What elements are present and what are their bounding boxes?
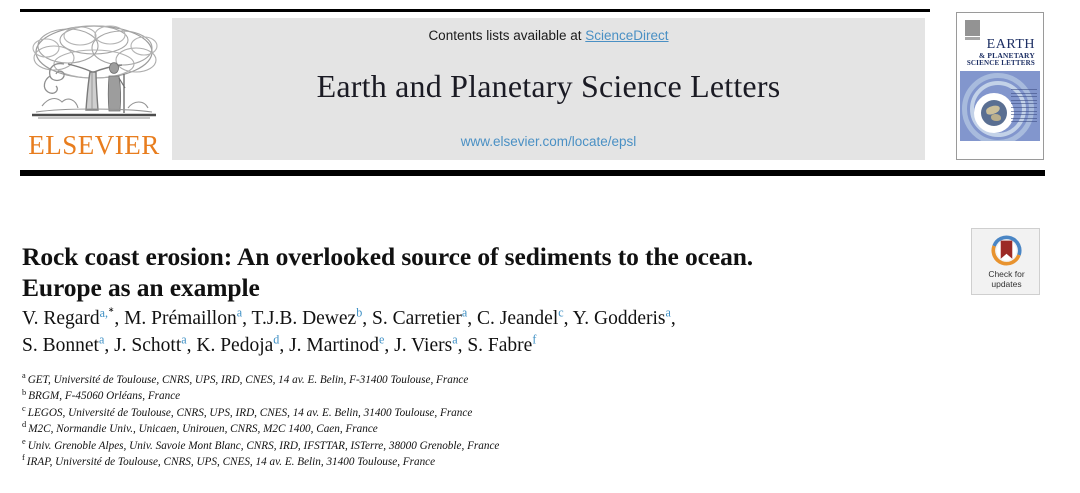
corresponding-author-mark[interactable]: ∗ <box>108 304 115 314</box>
author-separator: , <box>384 335 395 356</box>
affiliation-mark: d <box>22 420 27 430</box>
author-name[interactable]: S. Bonnet <box>22 335 99 356</box>
author-affiliation-mark[interactable]: a <box>452 332 458 347</box>
author-affiliation-mark[interactable]: a <box>98 332 105 347</box>
author-separator: , <box>186 335 197 356</box>
author-separator: , <box>242 308 252 329</box>
author-line-1: V. Regarda,∗, M. Prémaillona, T.J.B. Dew… <box>22 305 962 332</box>
affiliation-mark: e <box>22 436 26 446</box>
contents-available-line: Contents lists available at ScienceDirec… <box>172 28 925 43</box>
masthead-top-rule <box>20 9 930 12</box>
cover-title-line3: SCIENCE LETTERS <box>966 58 1035 67</box>
author-name[interactable]: K. Pedoja <box>196 335 274 356</box>
crossmark-icon <box>991 235 1022 266</box>
author-name[interactable]: C. Jeandel <box>477 308 559 329</box>
author-name[interactable]: J. Schott <box>114 335 182 356</box>
cover-inner: EARTH & PLANETARY SCIENCE LETTERS <box>960 16 1040 156</box>
affiliation-text: GET, Université de Toulouse, CNRS, UPS, … <box>27 374 469 386</box>
cover-title-line2: & PLANETARY <box>978 51 1035 60</box>
author-affiliation-mark[interactable]: f <box>532 332 537 347</box>
author-list: V. Regarda,∗, M. Prémaillona, T.J.B. Dew… <box>22 305 962 359</box>
affiliation-mark: b <box>22 387 27 397</box>
crossmark-badge[interactable]: Check for updates <box>971 228 1040 295</box>
author-name[interactable]: S. Carretier <box>372 308 462 329</box>
author-affiliation-mark[interactable]: a <box>665 305 671 320</box>
affiliation-line: d M2C, Normandie Univ., Unicaen, Unirouen… <box>22 421 1002 437</box>
author-separator: , <box>279 335 290 356</box>
journal-masthead: ELSEVIER Contents lists available at Sci… <box>0 0 1080 182</box>
author-separator: , <box>563 308 573 329</box>
affiliation-text: LEGOS, Université de Toulouse, CNRS, UPS… <box>27 406 473 419</box>
author-separator: , <box>104 335 115 356</box>
article-title-line2: Europe as an example <box>22 273 260 303</box>
masthead-bottom-rule <box>20 170 1045 176</box>
affiliation-line: f IRAP, Université de Toulouse, CNRS, UPS… <box>22 454 1002 470</box>
article-title-line1: Rock coast erosion: An overlooked source… <box>22 242 754 272</box>
author-name[interactable]: T.J.B. Dewez <box>251 308 357 329</box>
crossmark-label-line1: Check for <box>988 269 1025 279</box>
affiliation-mark: f <box>22 453 25 463</box>
author-affiliation-mark[interactable]: a <box>181 332 187 347</box>
cover-ring-inner <box>970 81 1026 137</box>
affiliation-text: Univ. Grenoble Alpes, Univ. Savoie Mont … <box>27 439 500 452</box>
author-name[interactable]: M. Prémaillon <box>124 308 237 329</box>
page-title: Rock coast erosion: An overlooked source… <box>22 241 932 303</box>
author-separator: , <box>670 308 676 329</box>
author-separator: , <box>457 335 468 356</box>
elsevier-wordmark: ELSEVIER <box>28 130 160 160</box>
sciencedirect-link[interactable]: ScienceDirect <box>585 28 669 43</box>
cover-contents-lines <box>1011 89 1037 125</box>
author-affiliation-mark[interactable]: a <box>461 305 468 320</box>
elsevier-tree-icon <box>32 25 158 119</box>
journal-url-link[interactable]: www.elsevier.com/locate/epsl <box>460 134 637 149</box>
author-separator: , <box>362 308 373 329</box>
affiliation-line: a GET, Université de Toulouse, CNRS, UPS,… <box>22 372 1002 388</box>
elsevier-logo[interactable]: ELSEVIER <box>22 18 166 160</box>
cover-artwork <box>960 71 1040 141</box>
affiliation-mark: c <box>22 404 26 414</box>
journal-cover-thumbnail[interactable]: EARTH & PLANETARY SCIENCE LETTERS <box>956 12 1044 160</box>
author-name[interactable]: J. Viers <box>394 335 453 356</box>
affiliation-line: e Univ. Grenoble Alpes, Univ. Savoie Mont… <box>22 436 1002 454</box>
author-line-2: S. Bonneta, J. Schotta, K. Pedojad, J. M… <box>22 332 962 359</box>
author-affiliation-mark[interactable]: e <box>379 332 385 347</box>
cover-globe-icon <box>981 100 1007 126</box>
author-affiliation-mark[interactable]: a <box>236 305 243 320</box>
author-separator: , <box>467 308 478 329</box>
author-name[interactable]: V. Regard <box>22 308 100 329</box>
affiliation-text: M2C, Normandie Univ., Unicaen, Unirouen,… <box>28 423 378 436</box>
cover-title-line1: EARTH <box>986 37 1035 52</box>
affiliation-line: b BRGM, F-45060 Orléans, France <box>22 388 1002 404</box>
author-separator: , <box>114 308 125 329</box>
affiliation-list: a GET, Université de Toulouse, CNRS, UPS,… <box>22 372 1002 470</box>
author-name[interactable]: J. Martinod <box>289 335 379 356</box>
affiliation-text: BRGM, F-45060 Orléans, France <box>28 390 181 403</box>
author-affiliation-mark[interactable]: a,∗ <box>99 304 115 320</box>
crossmark-label-line2: updates <box>991 279 1022 289</box>
journal-title: Earth and Planetary Science Letters <box>316 68 781 104</box>
journal-band: Contents lists available at ScienceDirec… <box>172 18 925 160</box>
crossmark-label: Check for updates <box>972 269 1041 289</box>
author-affiliation-mark[interactable]: c <box>558 305 564 320</box>
cover-footer <box>960 141 1040 156</box>
author-name[interactable]: Y. Godderis <box>572 308 666 329</box>
author-affiliation-mark[interactable]: b <box>356 305 363 320</box>
author-affiliation-mark[interactable]: d <box>273 332 280 347</box>
affiliation-text: IRAP, Université de Toulouse, CNRS, UPS,… <box>26 456 436 469</box>
author-name[interactable]: S. Fabre <box>467 335 533 356</box>
cover-title: EARTH & PLANETARY SCIENCE LETTERS <box>967 38 1035 67</box>
affiliation-mark: a <box>22 371 26 381</box>
contents-prefix-text: Contents lists available at <box>428 28 586 43</box>
affiliation-line: c LEGOS, Université de Toulouse, CNRS, UP… <box>22 404 1002 421</box>
cover-elsevier-mark-icon <box>965 20 980 40</box>
